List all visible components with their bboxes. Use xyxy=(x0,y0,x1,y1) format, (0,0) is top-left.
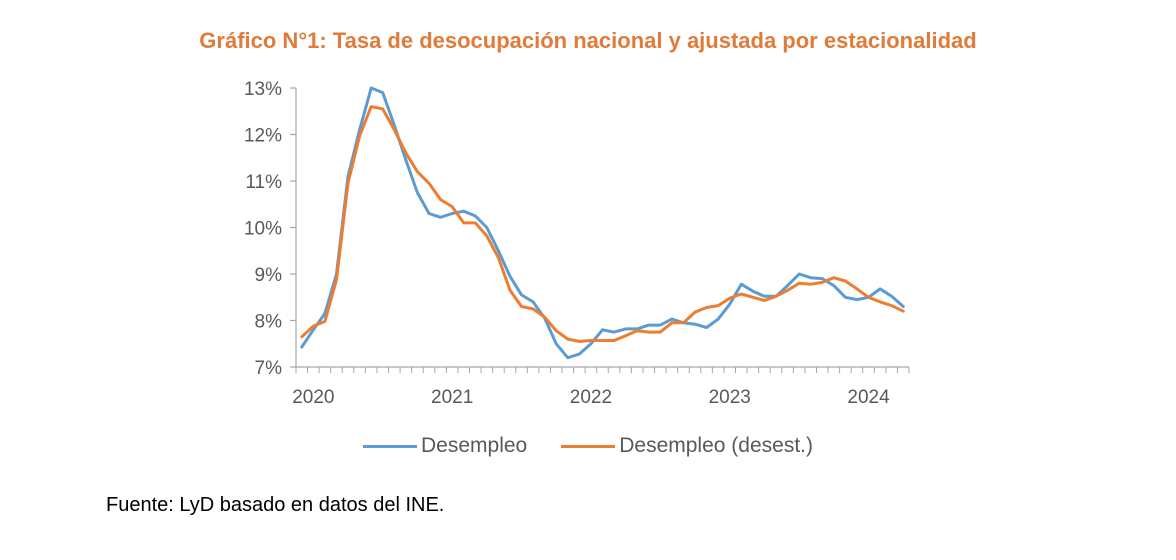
series-line-desestacionalizado xyxy=(300,105,905,343)
y-tick-label: 8% xyxy=(255,312,283,333)
y-tick-label: 11% xyxy=(245,172,282,193)
y-tick-label: 12% xyxy=(244,126,282,147)
x-tick-label: 2022 xyxy=(570,387,612,408)
line-chart: 7% 8% 9% 10% 11% 12% 13% 2020 2021 2022 2023 2024 xyxy=(244,79,910,408)
y-axis: 7% 8% 9% 10% 11% 12% 13% xyxy=(244,79,297,379)
x-tick-label: 2024 xyxy=(847,387,890,408)
legend-label-desestacionalizado: Desempleo (desest.) xyxy=(619,434,813,457)
source-note: Fuente: LyD basado en datos del INE. xyxy=(106,494,445,516)
legend-item-desempleo: Desempleo xyxy=(363,434,527,458)
chart-title: Gráfico N°1: Tasa de desocupación nacion… xyxy=(199,28,977,53)
y-tick-label: 7% xyxy=(255,358,283,379)
y-tick-label: 13% xyxy=(244,79,282,100)
y-tick-label: 9% xyxy=(255,265,283,286)
x-tick-label: 2023 xyxy=(709,387,751,408)
legend: Desempleo Desempleo (desest.) xyxy=(0,434,1176,458)
legend-swatch-desempleo xyxy=(363,444,417,448)
legend-swatch-desestacionalizado xyxy=(561,444,616,448)
x-tick-label: 2020 xyxy=(292,387,334,408)
legend-item-desestacionalizado: Desempleo (desest.) xyxy=(561,434,813,458)
x-axis: 2020 2021 2022 2023 2024 xyxy=(292,366,910,408)
legend-label-desempleo: Desempleo xyxy=(421,434,528,457)
y-tick-label: 10% xyxy=(244,219,282,240)
x-tick-label: 2021 xyxy=(431,387,473,408)
series-layer xyxy=(300,86,905,360)
